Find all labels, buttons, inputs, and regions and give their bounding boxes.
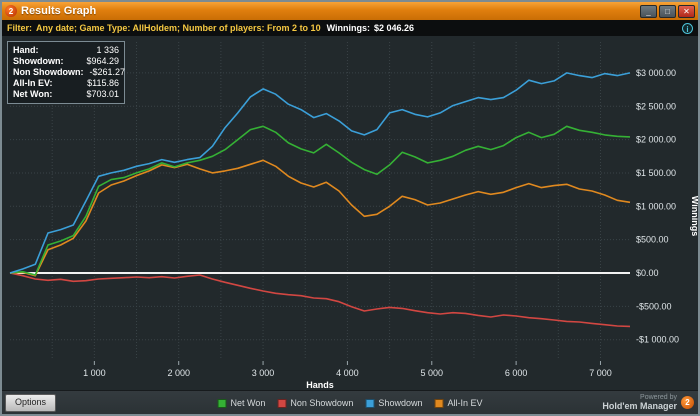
chart-region: $3 000.00 $2 500.00 $2 000.00 $1 500.00 $1 0… xyxy=(2,36,698,390)
chart-legend: Net Won Non Showdown Showdown All-In EV xyxy=(217,391,482,414)
stat-label: Net Won: xyxy=(13,89,53,99)
grid-lines xyxy=(10,42,630,360)
svg-text:6 000: 6 000 xyxy=(505,368,528,378)
axis-labels: $3 000.00 $2 500.00 $2 000.00 $1 500.00 $1 0… xyxy=(83,68,679,378)
svg-text:$0.00: $0.00 xyxy=(636,268,659,278)
legend-item-net-won: Net Won xyxy=(217,398,266,408)
legend-label: Net Won xyxy=(230,398,266,408)
svg-text:2 000: 2 000 xyxy=(167,368,190,378)
filter-label: Filter: xyxy=(7,23,33,33)
svg-text:$3 000.00: $3 000.00 xyxy=(636,68,676,78)
stat-value: $703.01 xyxy=(86,89,119,99)
title-bar: 2 Results Graph _ □ ✕ xyxy=(2,2,698,20)
svg-text:1 000: 1 000 xyxy=(83,368,106,378)
powered-by-text: Powered by xyxy=(640,394,677,401)
svg-text:$1 500.00: $1 500.00 xyxy=(636,168,676,178)
stat-value: $115.86 xyxy=(87,78,119,88)
stat-label: Hand: xyxy=(13,45,39,55)
legend-label: All-In EV xyxy=(447,398,483,408)
series-line-net-won xyxy=(9,125,631,276)
options-button[interactable]: Options xyxy=(5,394,57,412)
info-icon[interactable]: i xyxy=(682,22,693,34)
svg-text:5 000: 5 000 xyxy=(421,368,444,378)
axis-ticks xyxy=(93,361,601,365)
svg-text:$2 000.00: $2 000.00 xyxy=(636,135,676,145)
close-button[interactable]: ✕ xyxy=(678,4,695,18)
app-logo-icon: 2 xyxy=(5,5,17,17)
legend-item-all-in-ev: All-In EV xyxy=(434,398,482,408)
window-controls: _ □ ✕ xyxy=(640,4,695,18)
series-line-showdown xyxy=(9,72,631,274)
legend-swatch-icon xyxy=(434,398,444,408)
legend-swatch-icon xyxy=(277,398,287,408)
winnings-value: $2 046.26 xyxy=(374,23,415,33)
bottom-bar: Options Net Won Non Showdown Showdown All-I… xyxy=(2,390,698,414)
winnings-label: Winnings: xyxy=(326,23,370,33)
brand-text: Hold'em Manager xyxy=(602,401,677,411)
filter-bar: Filter: Any date; Game Type: AllHoldem; … xyxy=(2,20,698,36)
legend-label: Showdown xyxy=(378,398,423,408)
stats-rows: Hand: 1 336 Showdown: $964.29 Non Showdown: -… xyxy=(13,45,125,100)
svg-text:3 000: 3 000 xyxy=(252,368,275,378)
legend-swatch-icon xyxy=(365,398,375,408)
maximize-button[interactable]: □ xyxy=(659,4,676,18)
series-line-all-in-ev xyxy=(9,159,631,277)
svg-text:$500.00: $500.00 xyxy=(636,235,669,245)
stat-value: 1 336 xyxy=(96,45,119,55)
powered-by-block: Powered by Hold'em Manager 2 xyxy=(602,393,694,411)
legend-label: Non Showdown xyxy=(290,398,354,408)
stat-row: All-In EV: $115.86 xyxy=(13,78,119,89)
stat-value: $964.29 xyxy=(86,56,119,66)
stat-row: Hand: 1 336 xyxy=(13,45,119,56)
stat-value: -$261.27 xyxy=(89,67,126,77)
minimize-button[interactable]: _ xyxy=(640,4,657,18)
x-axis-title: Hands xyxy=(306,380,334,390)
svg-text:$1 000.00: $1 000.00 xyxy=(636,201,676,211)
window-title: Results Graph xyxy=(21,5,97,17)
legend-item-non-showdown: Non Showdown xyxy=(277,398,353,408)
stat-label: All-In EV: xyxy=(13,78,53,88)
svg-text:-$1 000.00: -$1 000.00 xyxy=(636,335,679,345)
stat-row: Non Showdown: -$261.27 xyxy=(13,67,125,78)
filter-criteria: Any date; Game Type: AllHoldem; Number o… xyxy=(36,23,321,33)
stat-row: Net Won: $703.01 xyxy=(13,89,119,100)
stat-row: Showdown: $964.29 xyxy=(13,56,119,67)
legend-swatch-icon xyxy=(217,398,227,408)
results-chart[interactable]: $3 000.00 $2 500.00 $2 000.00 $1 500.00 $1 0… xyxy=(2,36,698,390)
y-axis-title: Winnings xyxy=(690,196,698,236)
svg-text:4 000: 4 000 xyxy=(336,368,359,378)
svg-text:$2 500.00: $2 500.00 xyxy=(636,101,676,111)
stat-label: Showdown: xyxy=(13,56,64,66)
svg-text:-$500.00: -$500.00 xyxy=(636,301,672,311)
legend-item-showdown: Showdown xyxy=(365,398,422,408)
svg-text:7 000: 7 000 xyxy=(589,368,612,378)
stats-box: Hand: 1 336 Showdown: $964.29 Non Showdown: -… xyxy=(7,41,125,104)
series-line-non-showdown xyxy=(9,272,631,328)
brand-logo-icon: 2 xyxy=(681,395,694,409)
stat-label: Non Showdown: xyxy=(13,67,84,77)
